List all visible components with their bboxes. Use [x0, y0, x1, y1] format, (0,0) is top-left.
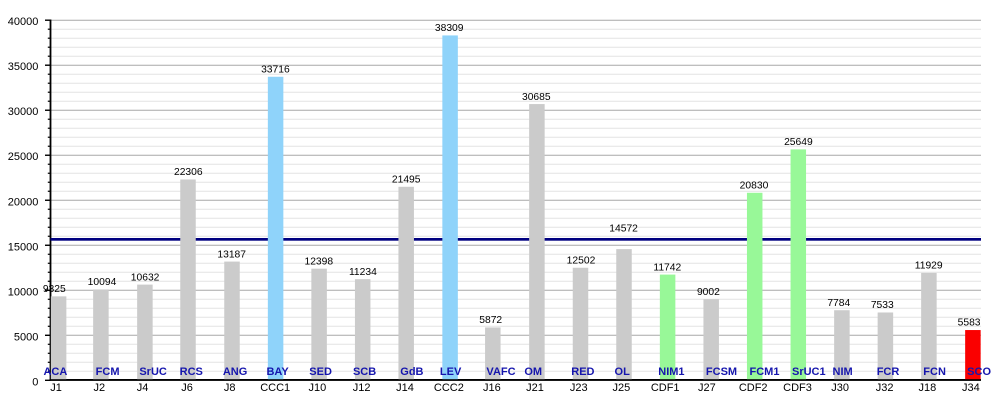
svg-text:J18: J18 [919, 382, 937, 394]
svg-text:5872: 5872 [479, 315, 502, 326]
svg-text:14572: 14572 [609, 223, 638, 234]
svg-text:NIM: NIM [833, 366, 853, 378]
svg-text:J10: J10 [309, 382, 327, 394]
svg-text:SrUC: SrUC [139, 366, 167, 378]
svg-text:J27: J27 [698, 382, 716, 394]
svg-text:33716: 33716 [261, 64, 290, 75]
svg-text:21495: 21495 [392, 174, 421, 185]
svg-text:7784: 7784 [827, 298, 850, 309]
svg-text:NIM1: NIM1 [658, 366, 684, 378]
svg-text:J32: J32 [876, 382, 894, 394]
svg-text:GdB: GdB [400, 366, 423, 378]
svg-text:20830: 20830 [740, 180, 769, 191]
svg-text:J14: J14 [396, 382, 414, 394]
svg-text:CDF1: CDF1 [651, 382, 680, 394]
svg-text:9002: 9002 [697, 287, 720, 298]
svg-text:5583: 5583 [958, 318, 981, 329]
svg-text:30685: 30685 [522, 92, 551, 103]
svg-text:CCC2: CCC2 [434, 382, 464, 394]
svg-text:J30: J30 [831, 382, 849, 394]
svg-text:J1: J1 [50, 382, 62, 394]
svg-text:38309: 38309 [435, 23, 464, 34]
svg-text:10000: 10000 [8, 286, 39, 298]
svg-text:11929: 11929 [915, 261, 943, 272]
svg-text:J8: J8 [224, 382, 236, 394]
svg-text:ACA: ACA [43, 366, 67, 378]
svg-text:13187: 13187 [217, 249, 246, 260]
svg-text:J2: J2 [93, 382, 105, 394]
svg-text:FCSM: FCSM [706, 366, 737, 378]
svg-text:10094: 10094 [88, 277, 117, 288]
svg-text:J12: J12 [353, 382, 371, 394]
svg-text:10632: 10632 [131, 272, 160, 283]
svg-text:25649: 25649 [784, 137, 813, 148]
svg-text:22306: 22306 [174, 167, 203, 178]
svg-text:30000: 30000 [8, 106, 39, 118]
svg-text:12398: 12398 [304, 256, 333, 267]
svg-text:BAY: BAY [266, 366, 289, 378]
svg-text:FCM: FCM [96, 366, 120, 378]
svg-text:OM: OM [524, 366, 542, 378]
svg-text:SCO: SCO [967, 366, 991, 378]
svg-text:0: 0 [32, 376, 38, 388]
svg-text:RCS: RCS [180, 366, 203, 378]
svg-text:20000: 20000 [8, 196, 39, 208]
svg-text:25000: 25000 [8, 151, 39, 163]
svg-text:J6: J6 [181, 382, 193, 394]
svg-text:40000: 40000 [8, 16, 39, 28]
svg-text:SrUC1: SrUC1 [792, 366, 826, 378]
svg-text:15000: 15000 [8, 241, 39, 253]
svg-text:J21: J21 [526, 382, 544, 394]
svg-text:FCN: FCN [923, 366, 946, 378]
svg-text:SCB: SCB [353, 366, 376, 378]
svg-text:VAFC: VAFC [486, 366, 515, 378]
svg-text:CDF3: CDF3 [783, 382, 812, 394]
svg-text:CCC1: CCC1 [260, 382, 290, 394]
svg-text:OL: OL [615, 366, 631, 378]
svg-text:11234: 11234 [349, 267, 377, 278]
svg-text:12502: 12502 [567, 255, 596, 266]
svg-text:J23: J23 [570, 382, 588, 394]
svg-text:9325: 9325 [43, 284, 66, 295]
svg-text:J4: J4 [137, 382, 149, 394]
svg-text:5000: 5000 [14, 331, 38, 343]
svg-text:FCR: FCR [877, 366, 900, 378]
svg-text:J34: J34 [962, 382, 980, 394]
svg-text:FCM1: FCM1 [750, 366, 780, 378]
svg-text:RED: RED [571, 366, 594, 378]
svg-text:CDF2: CDF2 [739, 382, 768, 394]
svg-text:SED: SED [309, 366, 332, 378]
svg-text:35000: 35000 [8, 61, 39, 73]
svg-text:J16: J16 [483, 382, 501, 394]
svg-text:7533: 7533 [871, 300, 894, 311]
svg-text:11742: 11742 [653, 262, 681, 273]
svg-text:J25: J25 [613, 382, 631, 394]
svg-text:ANG: ANG [223, 366, 247, 378]
svg-text:LEV: LEV [440, 366, 462, 378]
